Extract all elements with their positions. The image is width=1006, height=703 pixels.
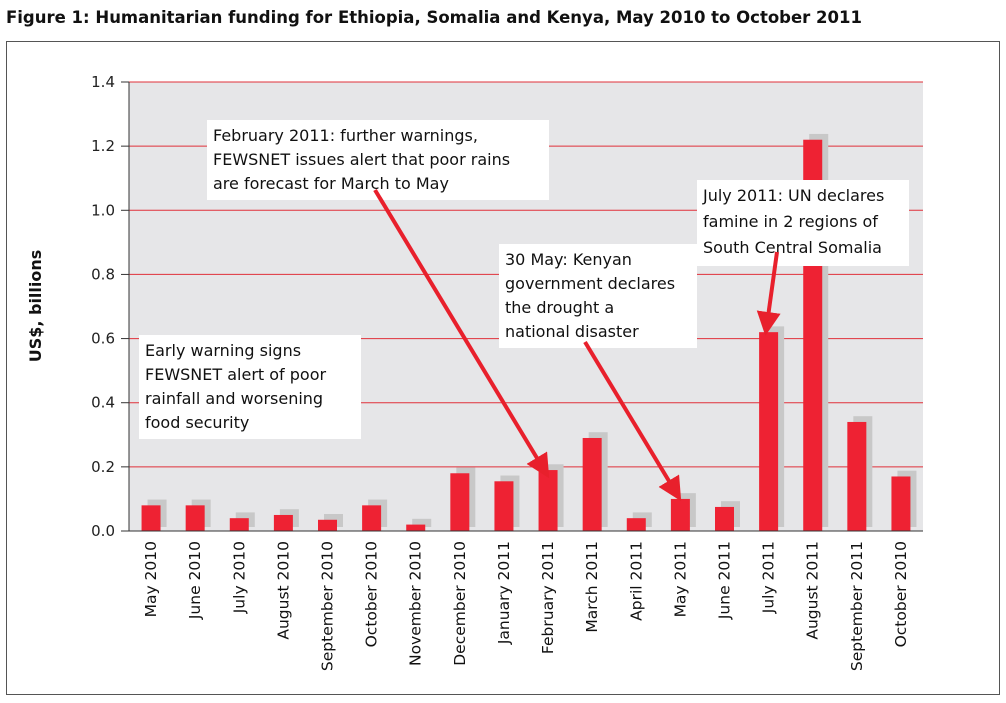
- y-tick-label: 1.2: [91, 137, 115, 155]
- axes: [121, 81, 923, 532]
- y-tick-label: 0.8: [91, 265, 115, 283]
- annotation-arrow: [373, 188, 550, 479]
- annotation-text-line: Early warning signs: [145, 341, 301, 360]
- annotation-text-line: 30 May: Kenyan: [505, 250, 632, 269]
- figure-frame: 0.0 0.2 0.4 0.6 0.8 1.0 1.2 1.4 May 2010 June 20…: [6, 41, 1000, 695]
- x-tick-labels: May 2010 June 2010 July 2010 August 2010 Sep…: [142, 541, 910, 671]
- bar: [759, 332, 779, 531]
- bar: [582, 437, 602, 531]
- bar: [715, 506, 734, 531]
- annotation-text-line: July 2011: UN declares: [702, 186, 884, 205]
- bar: [891, 476, 911, 531]
- annotation-text-line: South Central Somalia: [703, 238, 882, 257]
- x-tick-label: May 2011: [671, 541, 689, 617]
- bar: [847, 421, 867, 531]
- annotation-arrow: [756, 251, 781, 336]
- annotation-text-line: food security: [145, 413, 249, 432]
- x-tick-label: January 2011: [495, 541, 513, 645]
- y-tick-label: 0.2: [91, 458, 115, 476]
- x-tick-label: December 2010: [451, 541, 469, 666]
- annotation-text-line: FEWSNET alert of poor: [145, 365, 327, 384]
- x-tick-label: June 2011: [716, 541, 734, 620]
- x-tick-label: November 2010: [407, 541, 425, 666]
- x-tick-label: April 2011: [627, 541, 645, 621]
- bar-shadow: [412, 518, 432, 527]
- bar: [450, 473, 470, 531]
- annotation-background: [499, 244, 697, 348]
- bar: [670, 498, 690, 531]
- bar: [538, 470, 558, 531]
- x-tick-label: October 2010: [892, 541, 910, 647]
- x-tick-label: May 2010: [142, 541, 160, 617]
- annotation-jul-2011: July 2011: UN declares famine in 2 region…: [697, 180, 909, 336]
- x-tick-label: August 2010: [274, 541, 292, 640]
- bar: [141, 505, 161, 531]
- x-tick-label: October 2010: [363, 541, 381, 647]
- x-tick-label: February 2011: [539, 541, 557, 654]
- y-tick-label: 1.4: [91, 73, 115, 91]
- bar: [185, 505, 205, 531]
- annotation-text-line: are forecast for March to May: [213, 174, 449, 193]
- y-axis-label: US$, billions: [26, 250, 45, 363]
- annotation-text-line: FEWSNET issues alert that poor rains: [213, 150, 510, 169]
- x-tick-label: June 2010: [186, 541, 204, 620]
- bar: [494, 481, 514, 531]
- bar: [406, 524, 426, 531]
- x-tick-label: September 2010: [319, 541, 337, 671]
- y-tick-label: 0.0: [91, 522, 115, 540]
- bar-chart: 0.0 0.2 0.4 0.6 0.8 1.0 1.2 1.4 May 2010 June 20…: [26, 73, 923, 671]
- annotation-early-warning: Early warning signs FEWSNET alert of poor…: [139, 335, 361, 439]
- annotation-background: [139, 335, 361, 439]
- annotation-background: [697, 180, 909, 266]
- bar: [229, 518, 249, 531]
- x-tick-label: July 2011: [760, 541, 778, 614]
- annotation-arrow: [583, 340, 682, 502]
- annotations: February 2011: further warnings, FEWSNET …: [139, 120, 909, 502]
- y-tick-label: 0.6: [91, 330, 115, 348]
- x-tick-label: July 2010: [230, 541, 248, 614]
- chart-title: Figure 1: Humanitarian funding for Ethio…: [6, 8, 862, 27]
- x-tick-label: March 2011: [583, 541, 601, 633]
- bar: [318, 519, 337, 531]
- annotation-text-line: the drought a: [505, 298, 614, 317]
- y-tick-label: 0.4: [91, 394, 115, 412]
- annotation-background: [207, 120, 549, 200]
- bar: [362, 505, 382, 531]
- bar: [626, 518, 646, 531]
- y-tick-label: 1.0: [91, 201, 115, 219]
- annotation-text-line: rainfall and worsening: [145, 389, 323, 408]
- x-tick-label: August 2011: [804, 541, 822, 640]
- annotation-text-line: government declares: [505, 274, 675, 293]
- x-tick-label: September 2011: [848, 541, 866, 671]
- bar: [273, 514, 293, 531]
- annotation-text-line: famine in 2 regions of: [703, 212, 878, 231]
- y-tick-labels: 0.0 0.2 0.4 0.6 0.8 1.0 1.2 1.4: [91, 73, 115, 540]
- annotation-may-2011: 30 May: Kenyan government declares the dro…: [499, 244, 697, 502]
- annotation-text-line: national disaster: [505, 322, 639, 341]
- annotation-text-line: February 2011: further warnings,: [213, 126, 478, 145]
- annotation-feb-2011: February 2011: further warnings, FEWSNET …: [207, 120, 550, 479]
